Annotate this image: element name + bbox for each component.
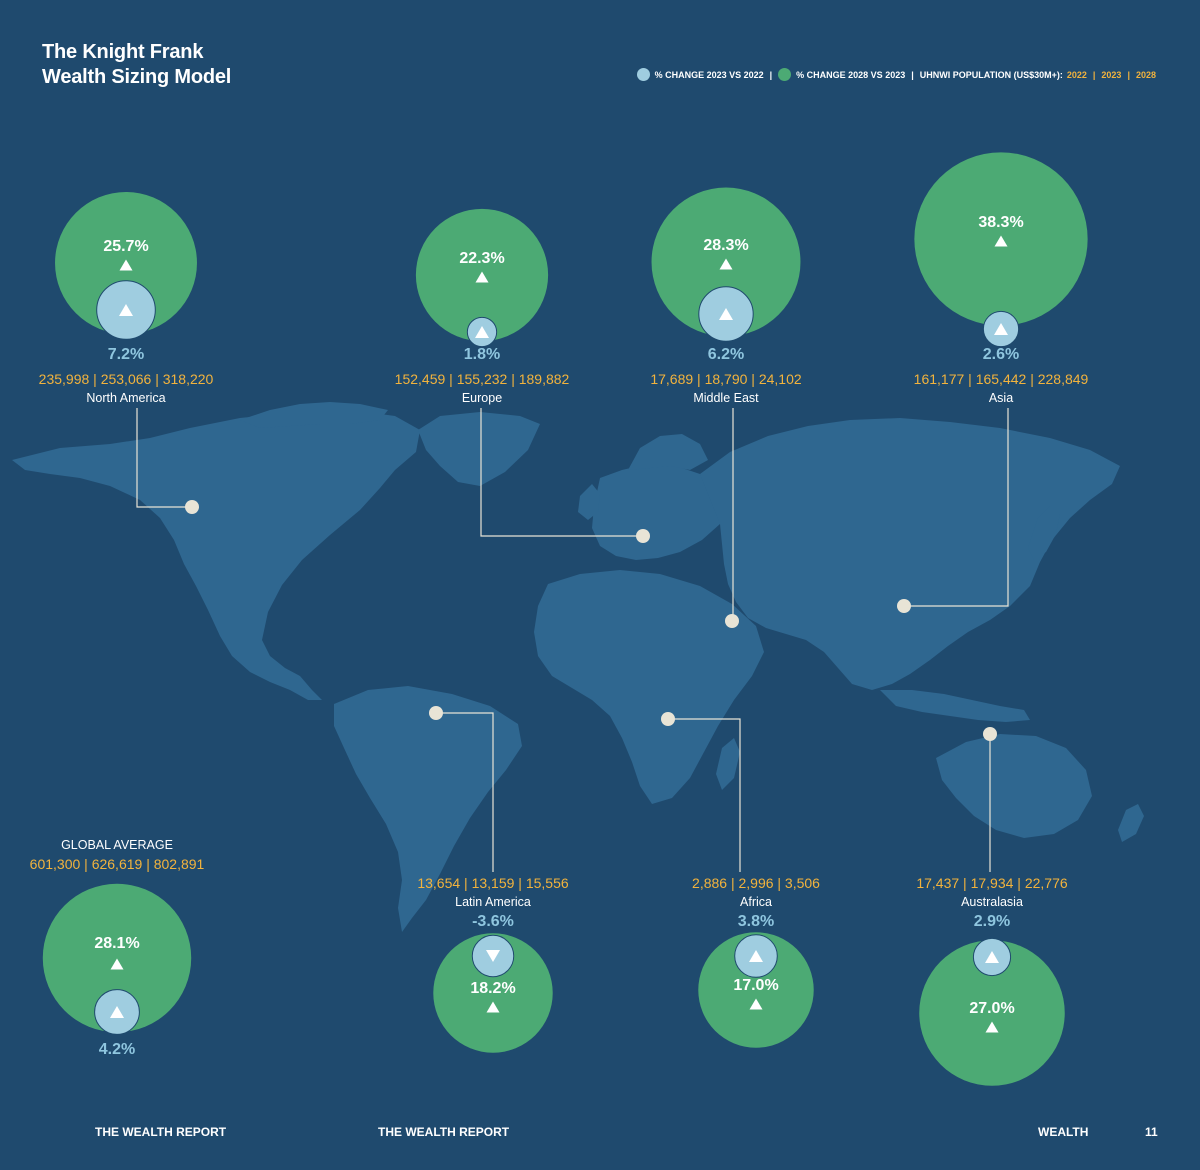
change-2023-arrow	[486, 950, 500, 962]
madagascar-shape	[716, 738, 740, 790]
change-2028-label: 25.7%	[103, 238, 148, 255]
legend-change-2028-label: % CHANGE 2028 VS 2023	[796, 69, 906, 80]
legend-year-separator: |	[1092, 69, 1096, 80]
change-2028-arrow	[985, 1021, 999, 1033]
change-2023-arrow	[119, 304, 133, 316]
change-2028-arrow	[994, 235, 1008, 247]
location-marker	[636, 529, 650, 543]
region-name: Asia	[989, 391, 1013, 405]
south-america-shape	[334, 686, 522, 932]
location-marker	[429, 706, 443, 720]
region-name: Europe	[462, 391, 502, 405]
change-2028-label: 22.3%	[459, 250, 504, 267]
change-2028-arrow	[749, 998, 763, 1010]
connector-line	[136, 408, 192, 508]
footer-center-label: THE WEALTH REPORT	[378, 1125, 510, 1139]
location-marker	[983, 727, 997, 741]
global-change-2023-arrow	[110, 1006, 124, 1018]
change-2028-arrow	[719, 258, 733, 270]
legend-population-label: UHNWI POPULATION (US$30M+):	[919, 69, 1063, 80]
change-2023-label: 1.8%	[464, 346, 500, 363]
population-values: 152,459 | 155,232 | 189,882	[395, 371, 570, 387]
change-2028-label: 28.3%	[703, 237, 748, 254]
global-change-2023-label: 4.2%	[99, 1041, 135, 1058]
world-map-continents	[12, 402, 1144, 932]
scandinavia-shape	[628, 434, 708, 470]
legend-separator: |	[769, 69, 773, 80]
greenland-shape	[418, 412, 540, 486]
population-values: 13,654 | 13,159 | 15,556	[417, 875, 569, 891]
population-values: 235,998 | 253,066 | 318,220	[39, 371, 214, 387]
change-2023-label: 2.6%	[983, 346, 1019, 363]
title-line-2: Wealth Sizing Model	[42, 66, 232, 88]
japan-shape	[1028, 506, 1060, 560]
change-2028-arrow	[475, 271, 489, 283]
location-marker	[661, 712, 675, 726]
population-values: 161,177 | 165,442 | 228,849	[914, 371, 1089, 387]
title-line-1: The Knight Frank	[42, 41, 204, 63]
change-2023-arrow	[994, 323, 1008, 335]
change-2028-arrow	[486, 1001, 500, 1013]
legend-green-swatch	[778, 68, 792, 81]
africa-shape	[534, 570, 764, 804]
location-marker	[897, 599, 911, 613]
change-2023-arrow	[749, 950, 763, 962]
uk-shape	[578, 484, 600, 520]
change-2023-arrow	[985, 951, 999, 963]
change-2028-label: 17.0%	[733, 977, 778, 994]
footer-section-label: WEALTH	[1038, 1125, 1089, 1139]
north-america-shape	[12, 410, 420, 700]
australia-shape	[936, 734, 1092, 838]
location-marker	[185, 500, 199, 514]
region-name: Latin America	[455, 895, 531, 909]
location-marker	[725, 614, 739, 628]
new-zealand-shape	[1118, 804, 1144, 842]
change-2028-arrow	[119, 259, 133, 271]
legend: % CHANGE 2023 VS 2022 | % CHANGE 2028 VS…	[636, 68, 1156, 81]
canadian-islands-shape	[240, 402, 388, 428]
change-2028-label: 38.3%	[978, 214, 1023, 231]
change-2023-label: 3.8%	[738, 913, 774, 930]
connector-line	[668, 718, 741, 872]
bubble-change-2028	[919, 940, 1065, 1086]
global-change-2028-arrow	[110, 958, 124, 970]
bubble-change-2028	[698, 932, 814, 1048]
footer-page-number: 11	[1145, 1125, 1158, 1139]
population-values: 2,886 | 2,996 | 3,506	[692, 875, 820, 891]
change-2028-label: 27.0%	[969, 1000, 1014, 1017]
change-2023-label: -3.6%	[472, 913, 514, 930]
region-name: Africa	[740, 895, 772, 909]
change-2023-arrow	[719, 308, 733, 320]
change-2023-arrow	[475, 326, 489, 338]
global-change-2028-label: 28.1%	[94, 935, 139, 952]
legend-separator: |	[911, 69, 914, 80]
global-average-label: GLOBAL AVERAGE	[61, 838, 173, 852]
global-bubble-change-2028	[42, 883, 192, 1033]
change-2023-label: 6.2%	[708, 346, 744, 363]
page-title: The Knight Frank Wealth Sizing Model	[42, 40, 231, 90]
region-name: Australasia	[961, 895, 1023, 909]
legend-year-separator: |	[1127, 69, 1130, 80]
change-2023-label: 2.9%	[974, 913, 1010, 930]
legend-year-2022: 2022	[1066, 69, 1087, 80]
population-values: 17,437 | 17,934 | 22,776	[916, 875, 1068, 891]
legend-year-2028: 2028	[1135, 69, 1156, 80]
population-values: 17,689 | 18,790 | 24,102	[650, 371, 802, 387]
legend-year-2023: 2023	[1101, 69, 1122, 80]
asia-shape	[700, 418, 1120, 690]
global-population-values: 601,300 | 626,619 | 802,891	[30, 856, 205, 872]
footer-left-label: THE WEALTH REPORT	[95, 1125, 227, 1139]
bubble-change-2028	[433, 933, 553, 1053]
indonesia-shape	[880, 690, 1030, 722]
change-2028-label: 18.2%	[470, 980, 515, 997]
change-2023-label: 7.2%	[108, 346, 144, 363]
region-name: North America	[86, 391, 165, 405]
connector-line	[480, 408, 643, 537]
legend-change-2023-label: % CHANGE 2023 VS 2022	[654, 69, 764, 80]
legend-light-blue-swatch	[636, 68, 650, 81]
connector-line	[904, 408, 1009, 607]
region-name: Middle East	[693, 391, 759, 405]
connector-line	[436, 712, 494, 872]
